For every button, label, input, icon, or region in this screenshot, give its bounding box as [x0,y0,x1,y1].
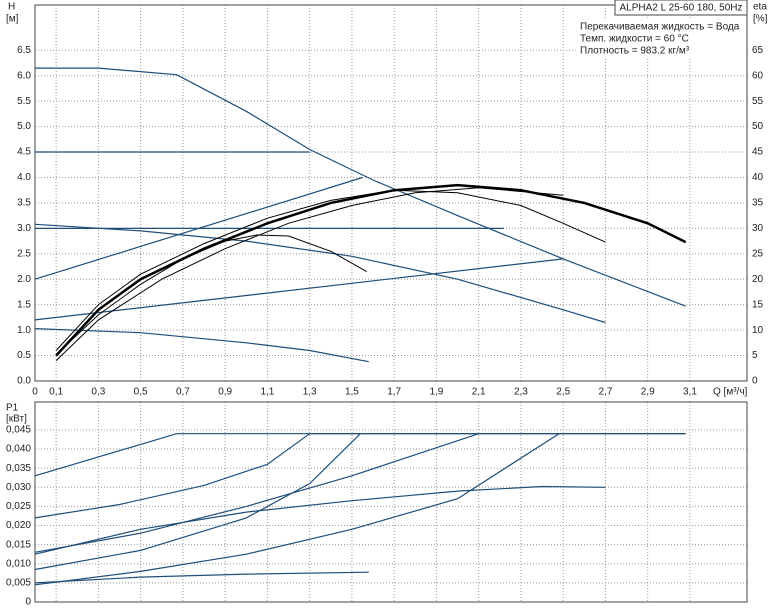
x-tick-label: 2,1 [472,387,486,398]
pump-curve [34,433,479,553]
y-tick-label: 4.0 [17,172,31,183]
efficiency-curve [60,234,367,351]
y-tick-label: 6.0 [17,70,31,81]
y2-tick-label: 50 [752,121,764,132]
pump-curve [34,433,686,519]
efficiency-curve [55,183,687,357]
y2-unit: [%] [753,14,768,25]
y-tick-label: 0,035 [6,463,31,474]
y-tick-label: 6.5 [17,45,31,56]
y2-label: eta [753,2,767,13]
x-tick-label: 1,1 [260,387,274,398]
pump-curve [34,571,369,584]
pump-curve [34,328,369,363]
y2-tick-label: 40 [752,172,764,183]
pump-curve [34,433,686,477]
pump-curve [34,485,606,555]
pump-curve [35,67,686,307]
y2-tick-label: 55 [752,96,764,107]
plot-frame [34,4,748,382]
x-label: Q [м³/ч] [713,387,748,398]
y2-tick-label: 45 [752,147,764,158]
y2-tick-label: 0 [752,376,758,387]
y-tick-label: 3.5 [17,198,31,209]
y-tick-label: 4.5 [17,147,31,158]
y2-tick-label: 20 [752,274,764,285]
y-label: P1 [6,403,19,414]
x-tick-label: 3,1 [683,387,697,398]
y-tick-label: 0,015 [6,539,31,550]
y-tick-label: 3.0 [17,223,31,234]
y-tick-label: 1.5 [17,299,31,310]
y-tick-label: 2.5 [17,248,31,259]
annotation: Перекачиваемая жидкость = Вода [580,22,740,33]
x-tick-label: 1,9 [429,387,443,398]
y-unit: [кВт] [6,414,27,425]
chart-title: ALPHA2 L 25-60 180, 50Hz [619,3,742,14]
efficiency-curve [55,187,564,361]
y2-tick-label: 30 [752,223,764,234]
y2-tick-label: 25 [752,248,764,259]
x-tick-label: 0,7 [176,387,190,398]
y-unit: [м] [6,14,19,25]
x-tick-label: 0,3 [91,387,105,398]
y2-tick-label: 5 [752,350,758,361]
y-tick-label: 5.0 [17,121,31,132]
x-tick-label: 2,3 [514,387,528,398]
y2-tick-label: 10 [752,325,764,336]
y-tick-label: 0,030 [6,482,31,493]
title-box [614,0,748,16]
pump-curve [34,258,564,321]
y-tick-label: 0.5 [17,350,31,361]
y-tick-label: 0,005 [6,578,31,589]
y-tick-label: 0,010 [6,558,31,569]
y-tick-label: 0.0 [17,376,31,387]
x-tick-label: 0,1 [49,387,63,398]
x-tick-label: 1,7 [387,387,401,398]
pump-curve [34,433,560,586]
x-tick-label: 0,5 [134,387,148,398]
pump-curve [34,223,606,324]
x-tick-label: 0,9 [218,387,232,398]
annotation: Плотность = 983.2 кг/м³ [580,46,690,57]
pump-curve [34,433,361,571]
x-tick-label: 2,7 [598,387,612,398]
y2-tick-label: 15 [752,299,764,310]
y2-tick-label: 35 [752,198,764,209]
annotation-bg [578,20,746,58]
y-tick-label: 0,040 [6,444,31,455]
y-tick-label: 0,020 [6,520,31,531]
y-tick-label: 0,045 [6,425,31,436]
x-tick-label: 1,3 [303,387,317,398]
y-label: H [8,2,15,13]
y-tick-label: 0 [25,597,31,608]
annotation: Темп. жидкости = 60 °C [580,34,689,45]
pump-curve [34,176,363,280]
x-tick-label: 0 [32,387,38,398]
x-tick-label: 2,5 [556,387,570,398]
y-tick-label: 5.5 [17,96,31,107]
y2-tick-label: 65 [752,45,764,56]
plot-frame [34,401,748,603]
y-tick-label: 0,025 [6,501,31,512]
y-tick-label: 1.0 [17,325,31,336]
efficiency-curve [55,189,606,351]
y-tick-label: 2.0 [17,274,31,285]
y2-tick-label: 60 [752,70,764,81]
x-tick-label: 2,9 [641,387,655,398]
x-tick-label: 1,5 [345,387,359,398]
